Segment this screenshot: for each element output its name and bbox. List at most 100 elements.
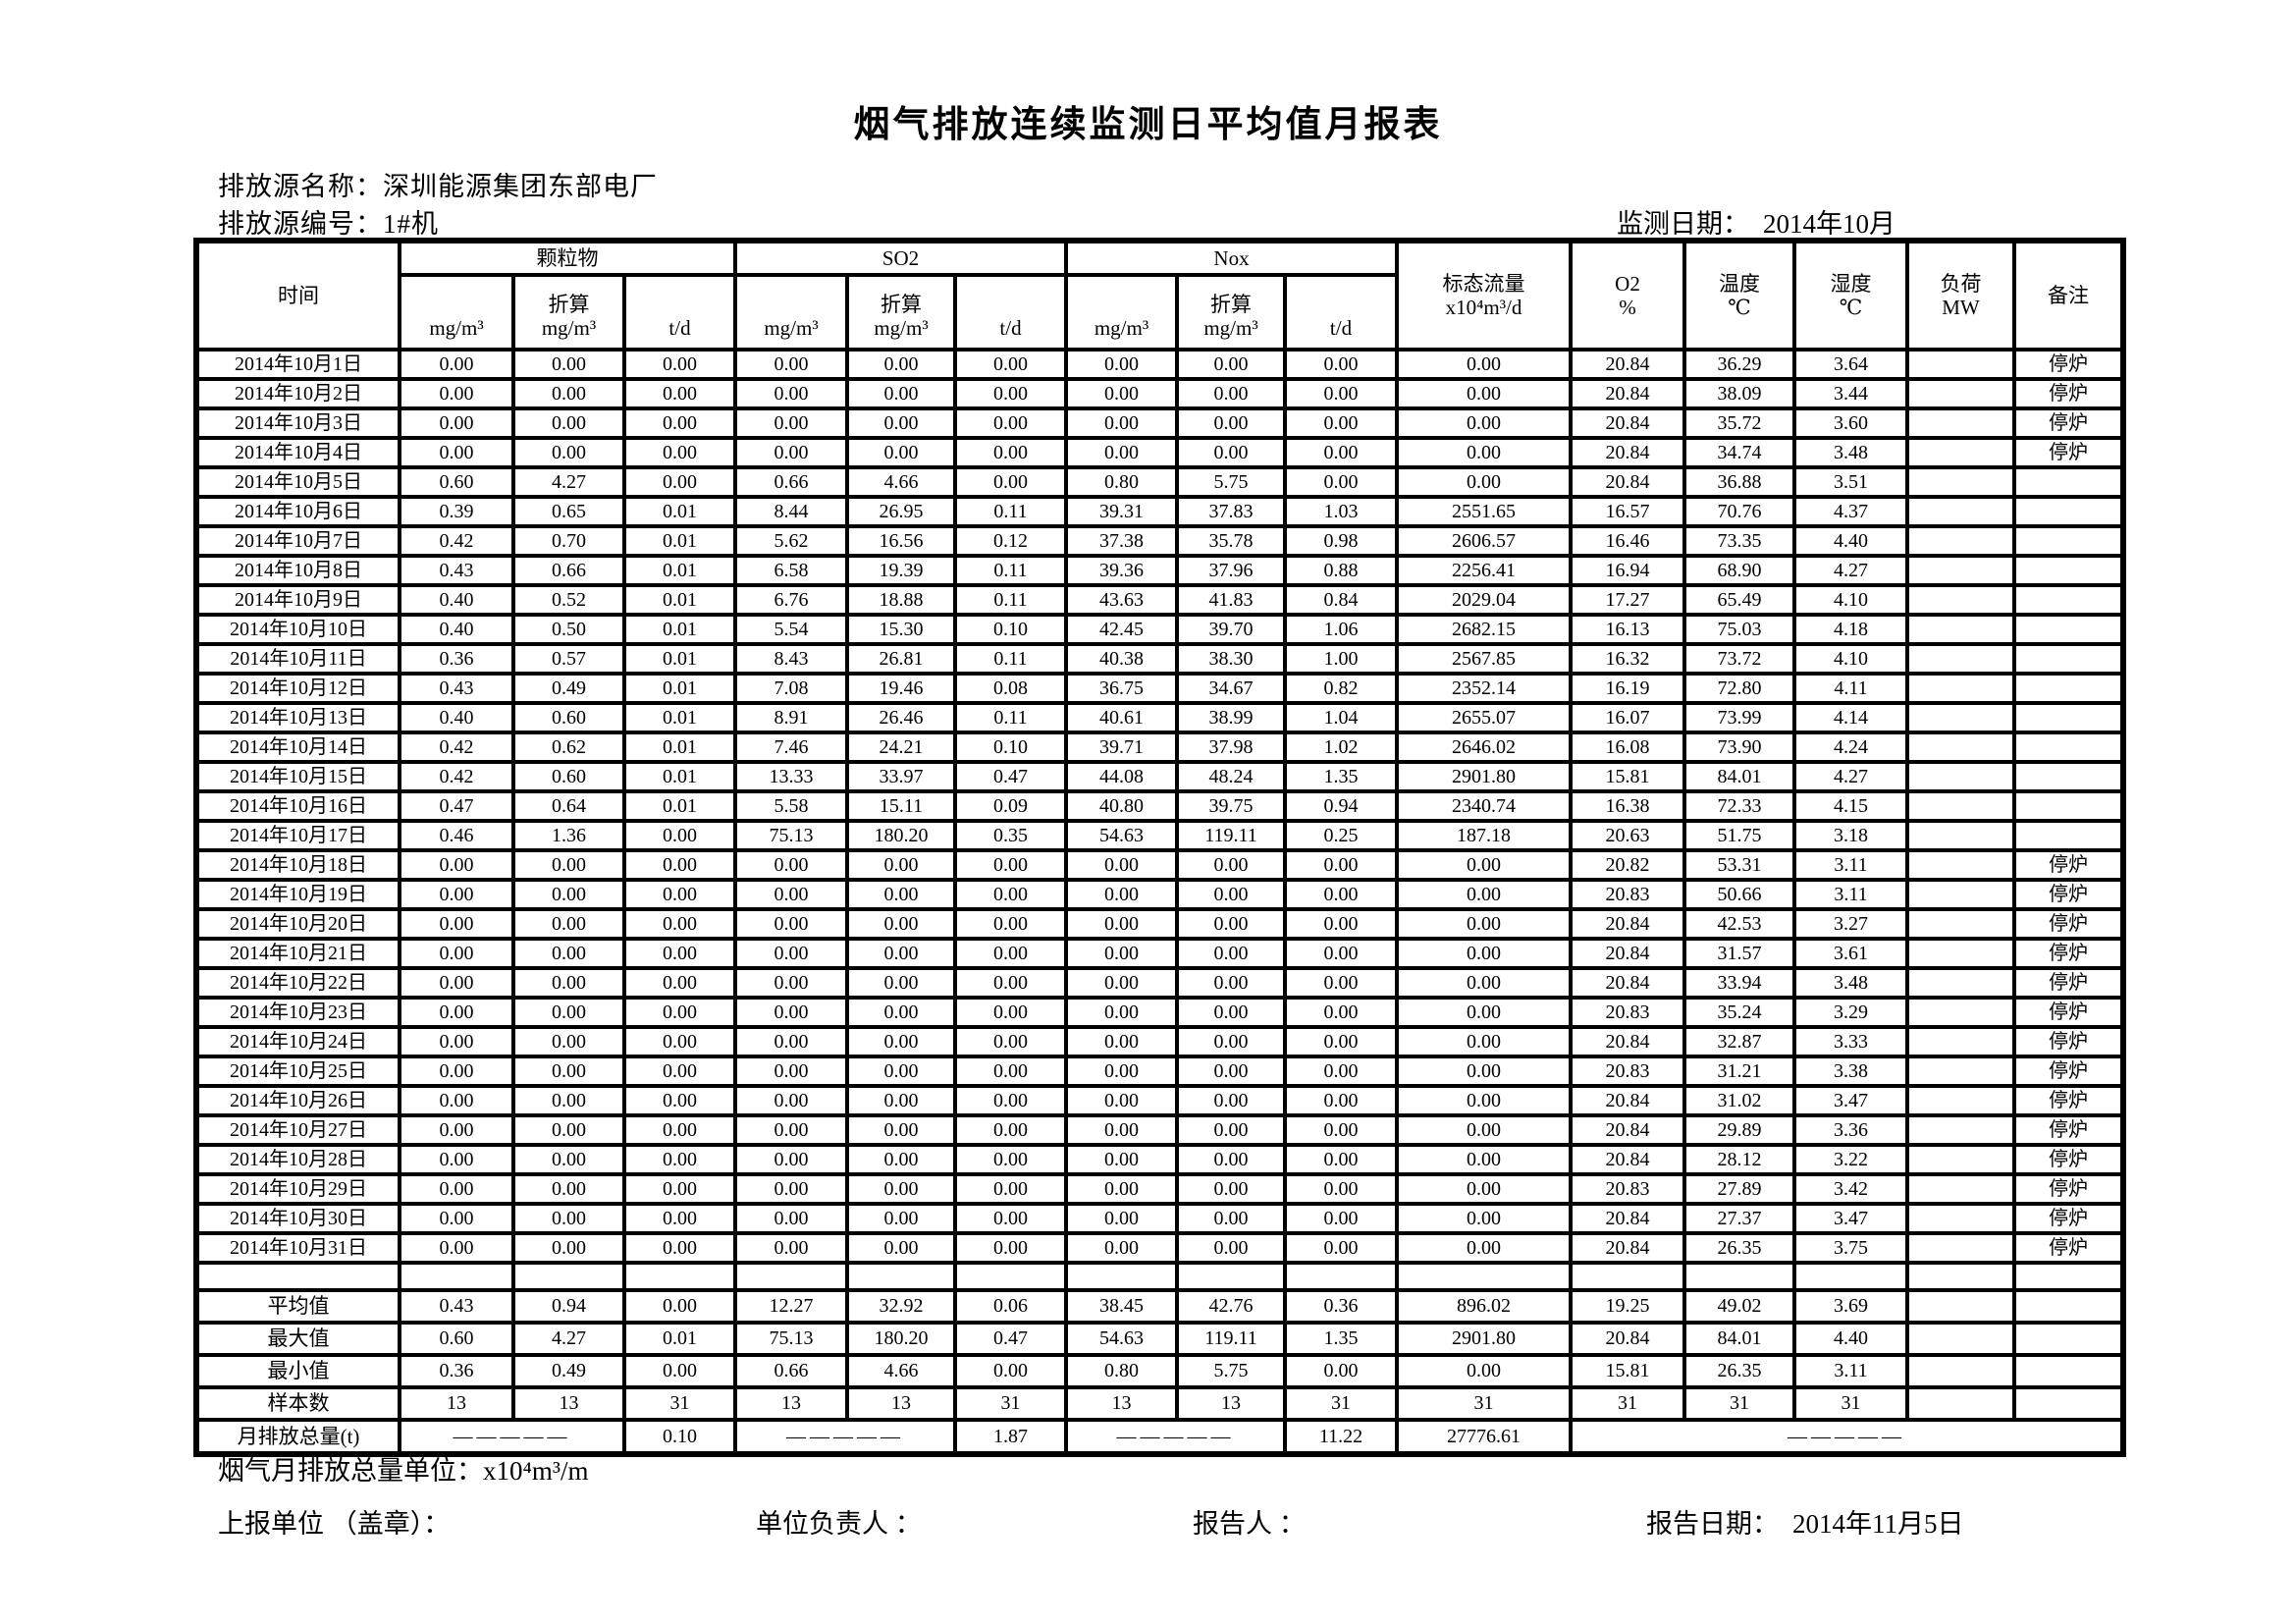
remark-cell [2012,789,2125,823]
value-cell: 0.00 [1064,1025,1179,1058]
value-cell: 44.08 [1064,760,1179,793]
value-cell: 37.83 [1175,495,1287,528]
value-cell: 5.54 [733,613,849,646]
value-cell: 0.47 [398,789,515,823]
value-cell: 0.00 [953,1113,1068,1147]
value-cell: 8.43 [733,642,849,676]
value-cell: 75.03 [1682,613,1796,646]
empty-cell [2012,1261,2125,1292]
value-cell: 0.00 [1175,1055,1287,1088]
remark-cell: 停炉 [2012,878,2125,911]
report-date-label: 报告日期： [1646,1509,1779,1539]
value-cell: 0.00 [511,937,626,970]
value-cell: 3.51 [1792,465,1909,499]
value-cell: 0.00 [511,1025,626,1058]
value-cell: 0.00 [1395,907,1573,941]
value-cell: 0.00 [398,937,515,970]
date-cell: 2014年10月19日 [194,878,401,911]
value-cell: 0.00 [398,436,515,469]
table-row: 2014年10月11日 0.36 0.57 0.01 8.43 26.81 0.11 40.3… [194,642,2125,676]
value-cell: 0.00 [733,1231,849,1265]
value-cell: 16.57 [1569,495,1686,528]
value-cell: 0.00 [511,377,626,410]
load-cell [1905,1025,2016,1058]
value-cell: 0.00 [1175,377,1287,410]
empty-cell [733,1261,849,1292]
value-cell: 0.00 [953,377,1068,410]
load-cell [1905,524,2016,558]
value-cell: 3.22 [1792,1143,1909,1176]
date-cell: 2014年10月6日 [194,495,401,528]
value-cell: 4.40 [1792,1321,1909,1357]
value-cell: 0.00 [1395,1231,1573,1265]
remark-cell [2012,1321,2125,1357]
date-cell: 2014年10月8日 [194,554,401,587]
summary-row: 最大值 0.60 4.27 0.01 75.13 180.20 0.47 54.63 119.1… [194,1321,2125,1357]
value-cell: 0.00 [845,878,957,911]
value-cell: 0.00 [511,848,626,882]
load-cell [1905,583,2016,617]
col-header-load: 负荷 MW [1905,239,2016,352]
value-cell: 4.27 [1792,554,1909,587]
value-cell: 0.00 [622,1231,737,1265]
value-cell: 0.11 [953,495,1068,528]
value-cell: 40.38 [1064,642,1179,676]
date-cell: 2014年10月18日 [194,848,401,882]
value-cell: 2901.80 [1395,1321,1573,1357]
value-cell: 73.35 [1682,524,1796,558]
value-cell: 0.00 [1395,1055,1573,1088]
remark-cell: 停炉 [2012,1143,2125,1176]
load-cell [1905,613,2016,646]
value-cell: 0.00 [845,1231,957,1265]
value-cell: 0.01 [622,701,737,734]
remark-cell [2012,613,2125,646]
load-cell [1905,1172,2016,1206]
load-cell [1905,731,2016,764]
value-cell: 75.13 [733,819,849,852]
load-cell [1905,348,2016,381]
value-cell: 40.61 [1064,701,1179,734]
remark-cell: 停炉 [2012,1025,2125,1058]
value-cell: 0.43 [398,554,515,587]
value-cell: 0.39 [398,495,515,528]
table-row: 2014年10月24日 0.00 0.00 0.00 0.00 0.00 0.00 0.00 0… [194,1025,2125,1058]
value-cell: 37.38 [1064,524,1179,558]
empty-cell [622,1261,737,1292]
value-cell: 0.00 [1283,1113,1399,1147]
value-cell: 20.84 [1569,348,1686,381]
table-row: 2014年10月7日 0.42 0.70 0.01 5.62 16.56 0.12 37.38… [194,524,2125,558]
value-cell: 2551.65 [1395,495,1573,528]
value-cell: 0.42 [398,524,515,558]
value-cell: 0.00 [622,406,737,440]
value-cell: 0.10 [953,613,1068,646]
empty-cell [1064,1261,1179,1292]
date-cell: 2014年10月10日 [194,613,401,646]
value-cell: 0.00 [733,436,849,469]
value-cell: 0.00 [953,848,1068,882]
value-cell: 42.45 [1064,613,1179,646]
remark-cell [2012,642,2125,676]
value-cell: 3.42 [1792,1172,1909,1206]
value-cell: 0.00 [1283,937,1399,970]
empty-cell [1175,1261,1287,1292]
value-cell: 13 [398,1385,515,1422]
value-cell: 0.00 [1395,465,1573,499]
value-cell: 0.00 [1395,1143,1573,1176]
table-row: 2014年10月27日 0.00 0.00 0.00 0.00 0.00 0.00 0.00 0… [194,1113,2125,1147]
value-cell: 0.11 [953,642,1068,676]
value-cell: 0.00 [845,966,957,1000]
value-cell: 0.00 [733,1143,849,1176]
remark-cell [2012,672,2125,705]
col-header-o2: O2 % [1569,239,1686,352]
monitoring-table: 时间 颗粒物 SO2 Nox 标态流量 x10⁴m³/d O2 % 温度 ℃ 湿… [193,238,2126,1457]
value-cell: 2567.85 [1395,642,1573,676]
value-cell: 0.00 [733,966,849,1000]
value-cell: 0.00 [1283,1172,1399,1206]
value-cell: 65.49 [1682,583,1796,617]
remark-cell [2012,1288,2125,1325]
value-cell: 0.12 [953,524,1068,558]
value-cell: 0.00 [1175,966,1287,1000]
value-cell: 0.46 [398,819,515,852]
value-cell: 5.58 [733,789,849,823]
table-row: 2014年10月20日 0.00 0.00 0.00 0.00 0.00 0.00 0.00 0… [194,907,2125,941]
